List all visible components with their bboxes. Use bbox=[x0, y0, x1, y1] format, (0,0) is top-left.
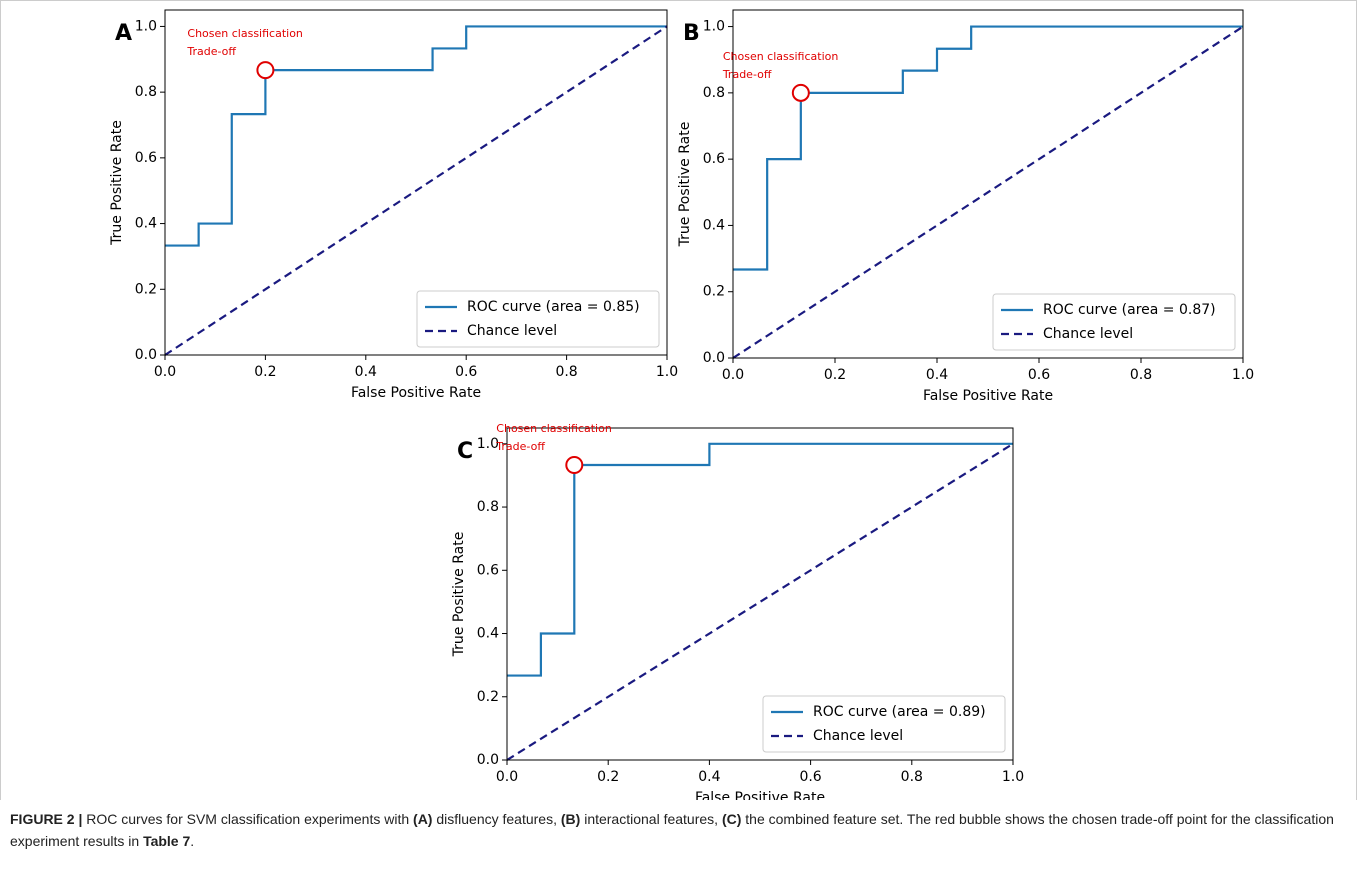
y-axis-label: True Positive Rate bbox=[109, 120, 125, 246]
caption-text: Table 7 bbox=[143, 833, 191, 849]
x-axis-label: False Positive Rate bbox=[923, 388, 1053, 404]
legend-label: ROC curve (area = 0.85) bbox=[467, 299, 640, 315]
plot-frame bbox=[164, 9, 668, 356]
y-tick-label: 1.0 bbox=[477, 436, 499, 452]
y-axis-label: True Positive Rate bbox=[677, 122, 693, 248]
roc-line bbox=[507, 442, 1013, 677]
roc-line bbox=[733, 25, 1243, 271]
caption: FIGURE 2 | ROC curves for SVM classifica… bbox=[10, 808, 1340, 852]
roc-line bbox=[506, 442, 1014, 761]
panel-label: B bbox=[683, 21, 700, 46]
panel-label: A bbox=[115, 21, 132, 46]
x-tick-label: 0.6 bbox=[799, 769, 821, 785]
y-tick-label: 0.0 bbox=[477, 752, 499, 768]
legend-label: Chance level bbox=[813, 728, 903, 744]
x-axis-label: False Positive Rate bbox=[695, 790, 825, 800]
y-tick-label: 0.8 bbox=[477, 499, 499, 515]
roc-line bbox=[732, 25, 1244, 359]
legend-label: Chance level bbox=[467, 323, 557, 339]
tradeoff-marker bbox=[256, 61, 275, 80]
x-axis-label: False Positive Rate bbox=[351, 385, 481, 401]
annotation-text: Trade-off bbox=[722, 68, 772, 81]
y-axis-label: True Positive Rate bbox=[451, 532, 467, 658]
x-tick-label: 0.4 bbox=[355, 364, 377, 380]
caption-text: disfluency features, bbox=[432, 811, 561, 827]
tradeoff-marker bbox=[565, 455, 584, 474]
x-tick-label: 0.8 bbox=[1130, 367, 1152, 383]
x-tick-label: 1.0 bbox=[656, 364, 678, 380]
legend-box bbox=[762, 695, 1006, 753]
y-tick-label: 0.2 bbox=[477, 689, 499, 705]
x-tick-label: 0.2 bbox=[824, 367, 846, 383]
annotation-text: Trade-off bbox=[495, 440, 545, 453]
y-tick-label: 0.4 bbox=[477, 626, 499, 642]
x-tick-label: 0.2 bbox=[254, 364, 276, 380]
x-tick-label: 0.4 bbox=[698, 769, 720, 785]
legend-box bbox=[992, 293, 1236, 351]
tradeoff-marker bbox=[791, 83, 810, 102]
annotation-text: Chosen classification bbox=[187, 27, 303, 40]
x-tick-label: 0.8 bbox=[901, 769, 923, 785]
caption-text: (B) bbox=[560, 811, 581, 827]
x-tick-label: 1.0 bbox=[1232, 367, 1254, 383]
x-tick-label: 0.0 bbox=[154, 364, 176, 380]
y-tick-label: 1.0 bbox=[135, 18, 157, 34]
x-tick-label: 0.6 bbox=[455, 364, 477, 380]
x-tick-label: 0.0 bbox=[496, 769, 518, 785]
x-tick-label: 0.8 bbox=[555, 364, 577, 380]
caption-text: (A) bbox=[413, 811, 433, 827]
plot-frame bbox=[732, 9, 1244, 359]
caption-text: . bbox=[190, 833, 195, 849]
caption-text: (C) bbox=[721, 811, 742, 827]
y-tick-label: 0.8 bbox=[703, 85, 725, 101]
caption-text: the combined feature set. The red bubble… bbox=[10, 811, 1338, 849]
annotation-text: Chosen classification bbox=[723, 50, 839, 63]
y-tick-label: 0.0 bbox=[703, 350, 725, 366]
legend-label: ROC curve (area = 0.89) bbox=[813, 704, 986, 720]
x-tick-label: 0.4 bbox=[926, 367, 948, 383]
y-tick-label: 0.6 bbox=[477, 562, 499, 578]
roc-line bbox=[165, 25, 667, 247]
roc-line bbox=[164, 25, 668, 356]
x-tick-label: 0.6 bbox=[1028, 367, 1050, 383]
caption-text: interactional features, bbox=[580, 811, 722, 827]
y-tick-label: 0.4 bbox=[135, 216, 157, 232]
legend-label: ROC curve (area = 0.87) bbox=[1043, 302, 1216, 318]
caption-text: FIGURE 2 | bbox=[10, 811, 83, 827]
legend-label: Chance level bbox=[1043, 326, 1133, 342]
caption-text: ROC curves for SVM classification experi… bbox=[82, 811, 414, 827]
y-tick-label: 0.4 bbox=[703, 217, 725, 233]
x-tick-label: 1.0 bbox=[1002, 769, 1024, 785]
y-tick-label: 0.6 bbox=[703, 151, 725, 167]
panel-label: C bbox=[457, 439, 473, 464]
x-tick-label: 0.0 bbox=[722, 367, 744, 383]
y-tick-label: 0.2 bbox=[135, 281, 157, 297]
x-tick-label: 0.2 bbox=[597, 769, 619, 785]
y-tick-label: 0.8 bbox=[135, 84, 157, 100]
y-tick-label: 0.2 bbox=[703, 284, 725, 300]
plot-frame bbox=[506, 427, 1014, 761]
y-tick-label: 0.6 bbox=[135, 150, 157, 166]
y-tick-label: 0.0 bbox=[135, 347, 157, 363]
y-tick-label: 1.0 bbox=[703, 19, 725, 35]
annotation-text: Chosen classification bbox=[496, 422, 612, 435]
legend-box bbox=[416, 290, 660, 348]
annotation-text: Trade-off bbox=[186, 45, 236, 58]
